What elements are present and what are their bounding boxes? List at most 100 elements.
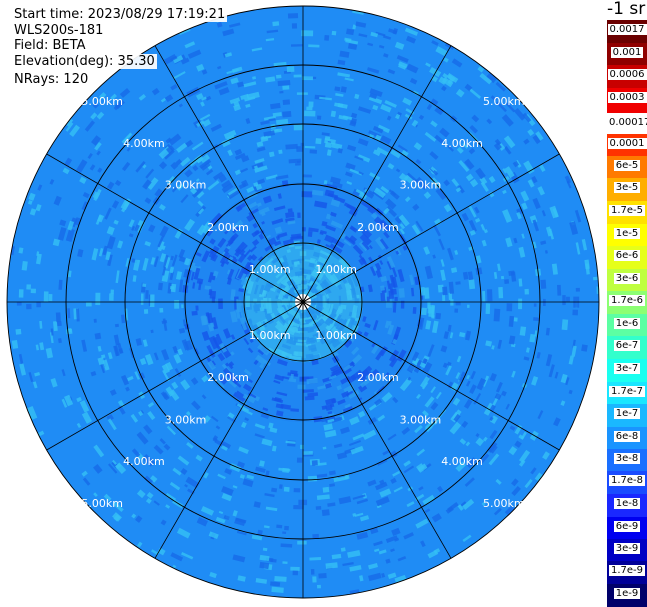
echo-cell xyxy=(259,554,270,562)
colorbar-label: 1.7e-8 xyxy=(608,475,646,486)
echo-cell xyxy=(388,189,397,196)
echo-cell xyxy=(178,327,186,334)
echo-cell xyxy=(440,259,445,267)
echo-cell xyxy=(391,265,398,278)
echo-cell xyxy=(324,189,335,198)
echo-cell xyxy=(178,103,183,108)
echo-cell xyxy=(330,198,341,208)
echo-cell xyxy=(536,352,541,359)
echo-cell xyxy=(402,245,408,251)
echo-cell xyxy=(448,281,455,294)
range-label: 5.00km xyxy=(81,95,123,108)
echo-cell xyxy=(207,312,214,324)
echo-cell xyxy=(399,377,412,392)
echo-cell xyxy=(321,405,327,410)
echo-cell xyxy=(385,198,397,210)
echo-cell xyxy=(125,257,130,267)
echo-cell xyxy=(288,284,299,294)
echo-cell xyxy=(464,83,473,92)
echo-cell xyxy=(264,313,274,325)
echo-cell xyxy=(59,219,67,227)
echo-cell xyxy=(106,236,116,250)
echo-cell xyxy=(396,349,407,362)
echo-cell xyxy=(488,175,496,184)
echo-cell xyxy=(276,320,285,329)
echo-cell xyxy=(359,515,370,522)
echo-cell xyxy=(335,93,344,97)
echo-cell xyxy=(475,255,482,264)
echo-cell xyxy=(565,377,570,386)
echo-cell xyxy=(289,336,294,341)
echo-cell xyxy=(201,394,207,400)
echo-cell xyxy=(110,289,114,295)
echo-cell xyxy=(426,103,433,111)
echo-cell xyxy=(314,200,328,209)
echo-cell xyxy=(192,165,199,172)
azimuth-spoke xyxy=(302,153,560,303)
echo-cell xyxy=(258,206,270,215)
echo-cell xyxy=(491,345,495,350)
echo-cell xyxy=(255,466,266,473)
echo-cell xyxy=(359,575,364,582)
echo-cell xyxy=(505,403,510,410)
echo-cell xyxy=(82,477,91,486)
echo-cell xyxy=(107,181,115,190)
echo-cell xyxy=(336,451,348,460)
echo-cell xyxy=(338,259,347,268)
echo-cell xyxy=(112,501,124,513)
echo-cell xyxy=(406,501,415,508)
echo-cell xyxy=(302,227,306,232)
echo-cell xyxy=(406,362,417,374)
echo-cell xyxy=(296,92,308,95)
echo-cell xyxy=(93,318,97,323)
echo-cell xyxy=(486,72,497,84)
echo-cell xyxy=(269,427,278,434)
echo-cell xyxy=(521,233,525,239)
colorbar-swatch: 1e-5 xyxy=(607,224,647,246)
echo-cell xyxy=(79,400,90,413)
echo-cell xyxy=(295,163,301,166)
echo-cell xyxy=(268,151,275,158)
echo-cell xyxy=(389,274,396,288)
echo-cell xyxy=(204,285,211,291)
echo-cell xyxy=(345,318,351,326)
echo-cell xyxy=(243,337,250,346)
echo-cell xyxy=(537,186,545,196)
echo-cell xyxy=(278,149,283,155)
echo-cell xyxy=(346,180,353,186)
echo-cell xyxy=(106,414,114,422)
colorbar-label: 3e-6 xyxy=(613,273,641,284)
echo-cell xyxy=(377,414,386,422)
echo-cell xyxy=(170,84,178,91)
echo-cell xyxy=(441,85,447,92)
echo-cell xyxy=(527,128,535,136)
echo-cell xyxy=(343,239,352,247)
echo-cell xyxy=(157,235,165,248)
echo-cell xyxy=(381,572,386,578)
echo-cell xyxy=(261,220,266,225)
echo-cell xyxy=(243,81,257,88)
echo-cell xyxy=(504,166,515,179)
echo-cell xyxy=(256,141,264,148)
echo-cell xyxy=(440,269,446,281)
echo-cell xyxy=(197,208,205,215)
echo-cell xyxy=(514,440,522,448)
echo-cell xyxy=(385,558,391,564)
echo-cell xyxy=(57,321,62,327)
echo-cell xyxy=(356,531,369,540)
echo-cell xyxy=(495,381,503,393)
echo-cell xyxy=(165,504,171,509)
echo-cell xyxy=(393,486,403,493)
colorbar-swatch: 1.7e-7 xyxy=(607,382,647,404)
echo-cell xyxy=(378,549,387,555)
echo-cell xyxy=(268,117,276,122)
echo-cell xyxy=(304,395,315,401)
echo-cell xyxy=(311,189,324,196)
echo-cell xyxy=(280,543,293,548)
echo-cell xyxy=(315,462,327,467)
echo-cell xyxy=(285,211,295,219)
echo-cell xyxy=(324,183,338,189)
echo-cell xyxy=(291,275,305,283)
echo-cell xyxy=(297,212,301,219)
echo-cell xyxy=(500,275,505,280)
